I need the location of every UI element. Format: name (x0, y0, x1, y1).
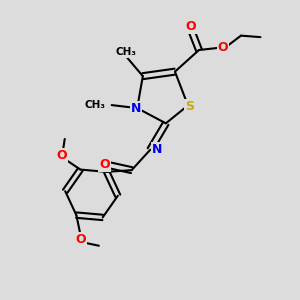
Text: O: O (76, 232, 86, 246)
Text: N: N (130, 102, 141, 115)
Text: O: O (56, 149, 67, 162)
Text: O: O (185, 20, 196, 32)
Text: S: S (185, 100, 194, 113)
Text: O: O (99, 158, 110, 171)
Text: CH₃: CH₃ (116, 47, 137, 57)
Text: CH₃: CH₃ (84, 100, 105, 110)
Text: O: O (218, 41, 228, 54)
Text: N: N (152, 143, 162, 156)
